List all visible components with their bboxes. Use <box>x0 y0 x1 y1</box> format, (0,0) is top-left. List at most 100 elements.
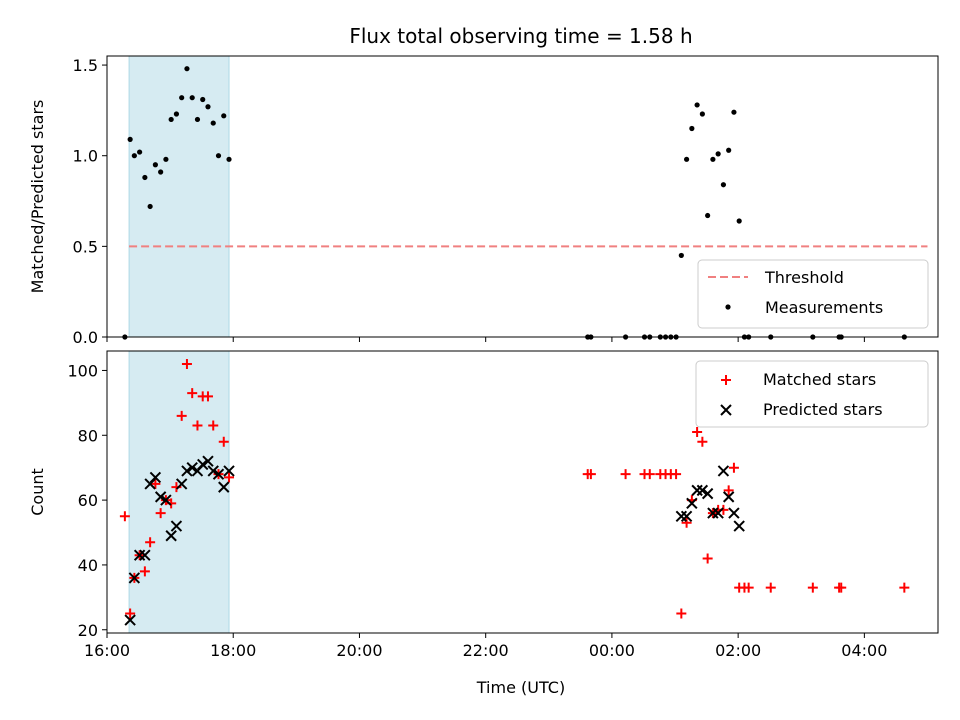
measurement-point <box>205 104 211 110</box>
y-tick-label: 1.0 <box>73 147 98 166</box>
predicted-star-point <box>223 465 235 477</box>
measurement-point <box>215 153 222 159</box>
predicted-star-point <box>186 461 198 474</box>
predicted-star-point <box>218 481 230 493</box>
matched-star-point <box>145 537 156 548</box>
bottom-panel: 20 40 60 80 100 16:00 18:00 20:00 22:00 00:00 02:0… <box>28 350 939 660</box>
measurement-point <box>678 252 684 259</box>
y-tick-label: 100 <box>67 361 98 380</box>
y-tick-label: 1.5 <box>73 56 98 75</box>
predicted-star-point <box>680 510 693 523</box>
axes-frame <box>106 350 939 634</box>
measurement-point <box>705 212 711 219</box>
measurement-point <box>226 156 232 162</box>
measurement-point <box>210 120 216 126</box>
measurement-point <box>189 95 195 101</box>
matched-star-point <box>218 436 229 447</box>
predicted-star-point <box>175 478 188 490</box>
legend-predicted-swatch <box>720 404 732 416</box>
measurement-point <box>173 111 180 117</box>
matched-star-point <box>202 391 213 402</box>
measurement-point <box>137 149 143 155</box>
matched-star-point <box>692 427 703 438</box>
matched-star-point <box>671 469 682 480</box>
y-axis-title: Count <box>28 468 47 516</box>
legend-box <box>695 360 929 428</box>
y-axis-title: Matched/Predicted stars <box>28 100 47 294</box>
observing-window-shade <box>128 350 230 634</box>
matched-star-point <box>644 469 655 480</box>
predicted-star-point <box>212 468 225 480</box>
measurement-point <box>694 102 700 108</box>
predicted-star-point <box>139 549 151 561</box>
predicted-star-point <box>686 497 698 510</box>
x-tick-label: 16:00 <box>84 641 130 660</box>
measurement-point <box>710 156 716 162</box>
measurement-point <box>200 96 206 103</box>
predicted-star-point <box>165 530 177 542</box>
top-panel: 0.0 0.5 1.0 1.5 Matched/Predicted stars Thres… <box>28 55 939 347</box>
measurement-point <box>720 182 727 188</box>
measurement-point <box>683 156 690 162</box>
predicted-star-point <box>154 491 167 503</box>
predicted-star-point <box>722 491 735 503</box>
predicted-star-point <box>207 465 219 477</box>
matched-star-point <box>585 469 596 480</box>
matched-star-point <box>192 420 203 431</box>
legend-box <box>697 259 929 329</box>
legend: Matched stars Predicted stars <box>695 360 929 428</box>
measurement-point <box>168 116 174 123</box>
legend-measurements-swatch <box>725 304 731 310</box>
predicted-star-point <box>701 487 714 500</box>
predicted-star-point <box>124 614 136 626</box>
y-tick-label: 60 <box>78 491 98 510</box>
measurement-point <box>736 218 742 224</box>
predicted-star-point <box>717 465 730 477</box>
matched-star-point <box>181 358 192 369</box>
predicted-star-point <box>733 520 745 532</box>
x-axis-title: Time (UTC) <box>476 678 565 697</box>
measurement-point <box>715 151 721 157</box>
predicted-star-point <box>128 572 141 584</box>
x-tick-label: 02:00 <box>715 641 761 660</box>
x-tick-label: 18:00 <box>210 641 256 660</box>
measurement-point <box>221 113 227 119</box>
predicted-star-point <box>712 507 724 519</box>
matched-star-point <box>723 485 734 496</box>
matched-star-point <box>765 582 776 593</box>
predicted-star-point <box>696 484 709 497</box>
legend-predicted-label: Predicted stars <box>763 400 883 419</box>
y-tick-label: 20 <box>78 621 98 640</box>
legend-matched-swatch <box>721 375 731 385</box>
x-tick-label: 20:00 <box>336 641 382 660</box>
y-tick-label: 80 <box>78 426 98 445</box>
measurement-point <box>731 109 737 115</box>
matched-star-point <box>681 517 692 528</box>
measurement-point <box>163 156 169 162</box>
measurement-point <box>689 125 695 132</box>
legend-matched-label: Matched stars <box>763 370 876 389</box>
matched-star-point <box>139 566 150 577</box>
predicted-star-point <box>728 507 740 519</box>
predicted-star-point <box>149 471 162 484</box>
matched-star-point <box>176 410 187 421</box>
measurement-point <box>142 174 148 181</box>
legend-threshold-label: Threshold <box>764 268 844 287</box>
matched-star-point <box>155 508 166 519</box>
measurement-point <box>152 162 158 168</box>
measurement-point <box>194 116 201 123</box>
predicted-star-point <box>170 520 183 532</box>
matched-star-point <box>620 469 631 480</box>
measurement-point <box>179 95 185 101</box>
x-tick-label: 00:00 <box>589 641 635 660</box>
measurement-point <box>147 203 153 210</box>
measurement-point <box>158 169 164 175</box>
matched-star-point <box>728 462 739 473</box>
measurement-point <box>131 153 137 159</box>
matched-star-point <box>224 472 235 483</box>
matched-star-point <box>807 582 818 593</box>
matched-star-point <box>208 420 219 431</box>
matched-star-point <box>150 478 161 489</box>
matched-star-point <box>702 553 713 564</box>
